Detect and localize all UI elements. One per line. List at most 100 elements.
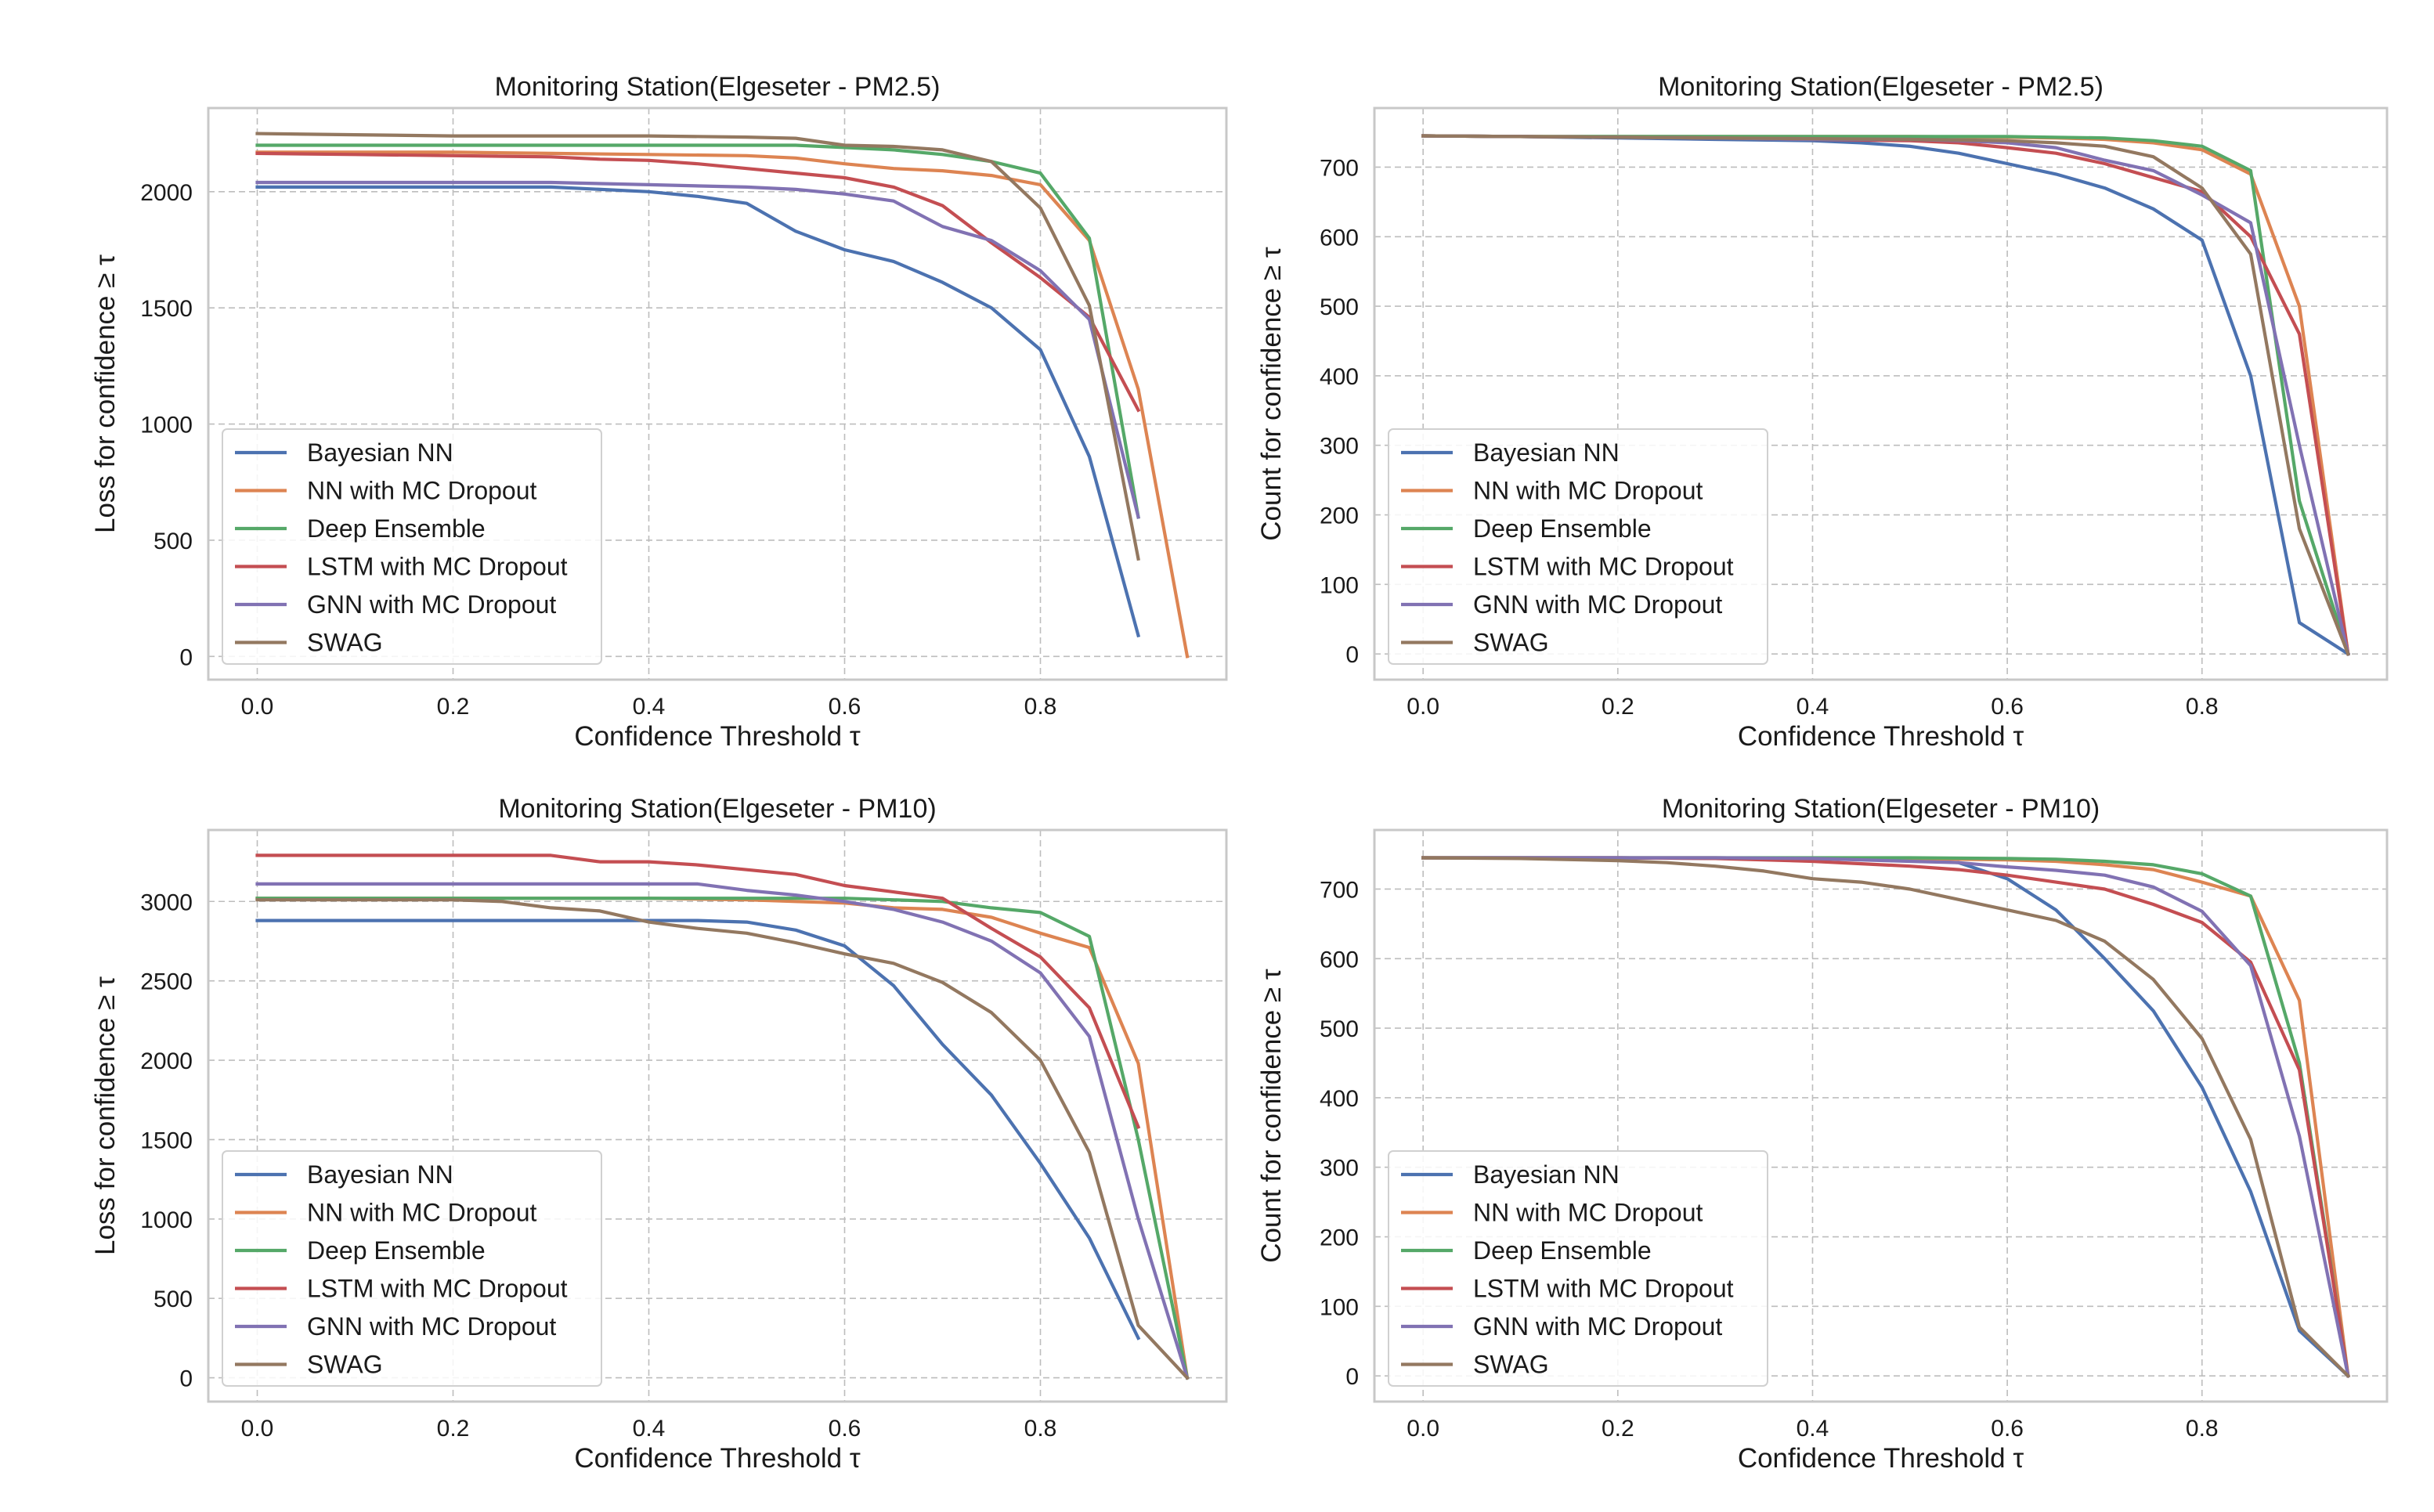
y-tick-label: 3000 [140, 890, 193, 915]
series-line-5 [255, 882, 1190, 1380]
x-tick-label: 0.4 [633, 1416, 666, 1442]
x-tick-label: 0.2 [437, 694, 470, 720]
legend-label-2: NN with MC Dropout [1473, 477, 1703, 505]
series-line-6 [255, 132, 1140, 561]
y-tick-label: 100 [1320, 1294, 1359, 1320]
chart-title: Monitoring Station(Elgeseter - PM2.5) [1658, 72, 2104, 102]
legend-label-2: NN with MC Dropout [1473, 1199, 1703, 1227]
y-tick-label: 200 [1320, 503, 1359, 529]
legend-label-3: Deep Ensemble [307, 1236, 486, 1265]
x-tick-label: 0.4 [633, 694, 666, 720]
legend-label-5: GNN with MC Dropout [1473, 590, 1722, 619]
chart-2: 0.0 0.2 0.4 0.6 0.8 0 100 200 300 400 500 600 700 Mon… [1256, 72, 2389, 752]
y-axis-label: Count for confidence ≥ τ [1256, 969, 1287, 1263]
legend-label-6: SWAG [307, 1351, 383, 1379]
x-axis-label: Confidence Threshold τ [574, 1443, 861, 1474]
chart-3: 0.0 0.2 0.4 0.6 0.8 0 500 1000 1500 2000 2500 3000 M… [90, 794, 1228, 1474]
y-tick-label: 200 [1320, 1225, 1359, 1251]
x-axis-label: Confidence Threshold τ [1738, 1443, 2024, 1474]
y-tick-label: 500 [153, 1286, 193, 1312]
x-tick-label: 0.8 [1024, 694, 1057, 720]
legend-label-4: LSTM with MC Dropout [307, 1275, 568, 1303]
series-line-5 [1421, 856, 2350, 1378]
series-line-2 [255, 150, 1190, 659]
x-tick-label: 0.0 [1407, 694, 1439, 720]
legend: Bayesian NN NN with MC Dropout Deep Ensemb… [222, 428, 602, 665]
y-tick-label: 100 [1320, 572, 1359, 598]
x-tick-label: 0.4 [1797, 1416, 1829, 1442]
legend-frame [222, 1150, 602, 1387]
legend-label-1: Bayesian NN [1473, 1160, 1620, 1189]
x-tick-label: 0.8 [1024, 1416, 1057, 1442]
legend-label-2: NN with MC Dropout [307, 477, 537, 505]
chart-title: Monitoring Station(Elgeseter - PM2.5) [495, 72, 941, 102]
legend-label-1: Bayesian NN [307, 438, 453, 467]
y-tick-label: 1000 [140, 1207, 193, 1233]
x-tick-label: 0.2 [1602, 1416, 1634, 1442]
y-tick-label: 300 [1320, 1156, 1359, 1182]
chart-4: 0.0 0.2 0.4 0.6 0.8 0 100 200 300 400 500 600 700 Mon… [1256, 794, 2389, 1474]
series-line-4 [255, 853, 1141, 1129]
series-line-4 [255, 151, 1141, 413]
y-tick-label: 1500 [140, 1128, 193, 1153]
x-tick-label: 0.8 [2186, 694, 2219, 720]
y-tick-label: 500 [1320, 294, 1359, 320]
series-line-6 [1421, 134, 2351, 656]
x-axis-label: Confidence Threshold τ [1738, 721, 2024, 752]
series-line-3 [255, 143, 1140, 519]
y-tick-label: 400 [1320, 364, 1359, 390]
legend-label-3: Deep Ensemble [1473, 1236, 1652, 1265]
legend-label-4: LSTM with MC Dropout [1473, 1275, 1734, 1303]
x-tick-label: 0.0 [241, 1416, 274, 1442]
legend-label-5: GNN with MC Dropout [307, 590, 556, 619]
x-tick-label: 0.2 [1602, 694, 1634, 720]
chart-1: 0.0 0.2 0.4 0.6 0.8 0 500 1000 1500 2000 Monitorin… [90, 72, 1228, 752]
axes-frame [207, 828, 1228, 1403]
x-tick-label: 0.2 [437, 1416, 470, 1442]
x-tick-label: 0.6 [829, 694, 861, 720]
legend-frame [1388, 1150, 1768, 1387]
axes-frame [1373, 828, 2389, 1403]
y-tick-label: 1000 [140, 413, 193, 438]
series-line-1 [255, 185, 1141, 638]
y-axis-label: Loss for confidence ≥ τ [90, 254, 121, 533]
y-tick-label: 1500 [140, 296, 193, 322]
y-tick-label: 0 [179, 644, 193, 670]
legend-frame [222, 428, 602, 665]
legend-label-1: Bayesian NN [1473, 438, 1620, 467]
y-tick-label: 0 [1345, 642, 1359, 668]
chart-title: Monitoring Station(Elgeseter - PM10) [498, 794, 936, 824]
chart-title: Monitoring Station(Elgeseter - PM10) [1662, 794, 2100, 824]
y-tick-label: 400 [1320, 1086, 1359, 1112]
x-tick-label: 0.6 [1991, 1416, 2024, 1442]
axes-frame [207, 106, 1228, 681]
x-tick-label: 0.6 [829, 1416, 861, 1442]
legend-label-3: Deep Ensemble [1473, 514, 1652, 543]
y-tick-label: 700 [1320, 155, 1359, 181]
y-tick-label: 500 [1320, 1016, 1359, 1042]
legend-label-6: SWAG [1473, 629, 1549, 657]
x-tick-label: 0.8 [2186, 1416, 2219, 1442]
y-tick-label: 600 [1320, 225, 1359, 251]
legend-label-1: Bayesian NN [307, 1160, 453, 1189]
y-tick-label: 2000 [140, 1048, 193, 1074]
series-line-3 [255, 897, 1190, 1380]
legend-label-3: Deep Ensemble [307, 514, 486, 543]
series-line-5 [255, 180, 1141, 519]
y-tick-label: 0 [1345, 1364, 1359, 1390]
series-line-6 [255, 898, 1190, 1380]
y-tick-label: 2500 [140, 969, 193, 995]
legend-label-6: SWAG [307, 629, 383, 657]
legend-label-6: SWAG [1473, 1351, 1549, 1379]
y-tick-label: 500 [153, 529, 193, 554]
legend-label-4: LSTM with MC Dropout [307, 553, 568, 581]
x-tick-label: 0.0 [1407, 1416, 1439, 1442]
y-tick-label: 0 [179, 1366, 193, 1392]
legend: Bayesian NN NN with MC Dropout Deep Ensemb… [222, 1150, 602, 1387]
y-tick-label: 700 [1320, 877, 1359, 903]
y-tick-label: 2000 [140, 180, 193, 206]
x-tick-label: 0.6 [1991, 694, 2024, 720]
series-line-1 [255, 918, 1141, 1341]
series-line-6 [1421, 856, 2351, 1379]
